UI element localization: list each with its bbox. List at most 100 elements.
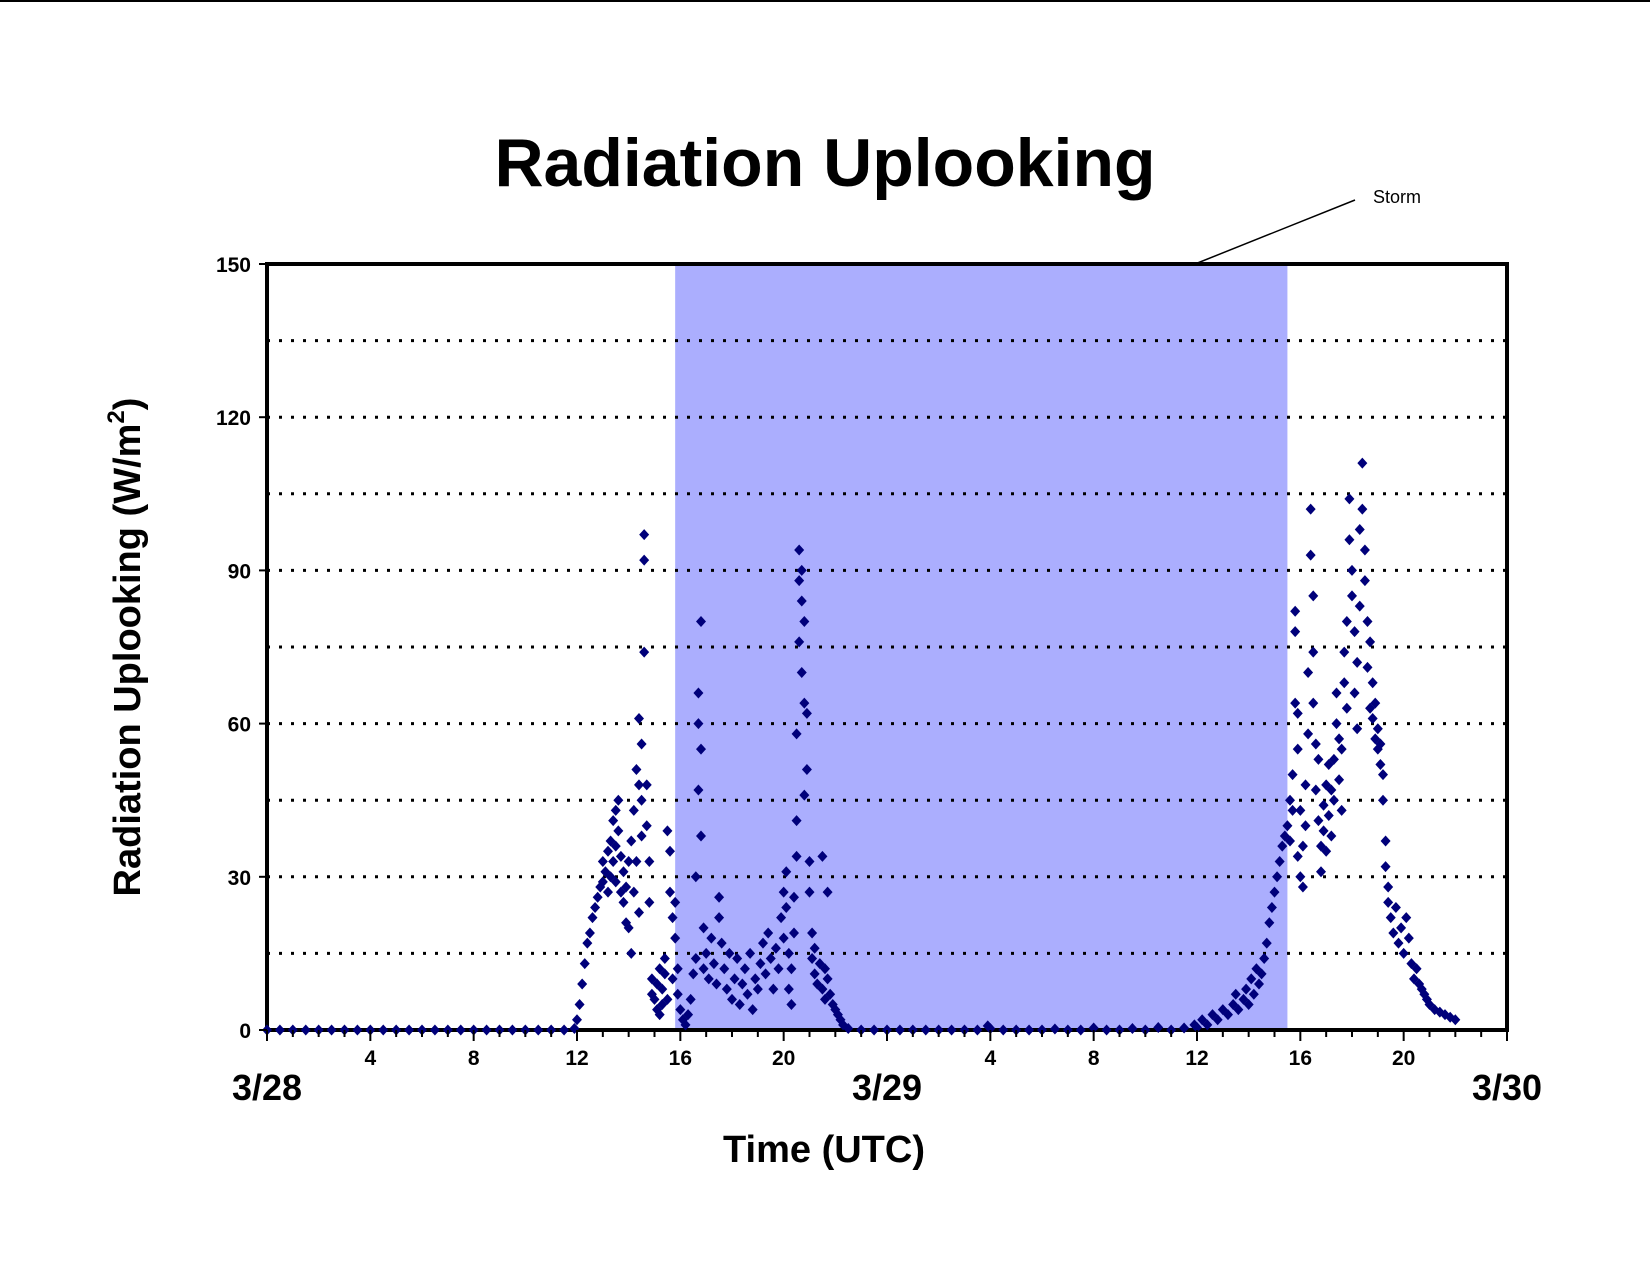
data-point	[768, 983, 779, 995]
data-point	[1179, 1022, 1190, 1034]
data-point	[737, 978, 748, 990]
data-point	[786, 963, 797, 975]
data-point	[786, 998, 797, 1010]
data-point	[1303, 728, 1314, 740]
date-labels: 3/28 3/29 3/30	[232, 1067, 1542, 1108]
data-point	[734, 998, 745, 1010]
data-point	[776, 912, 787, 924]
data-point	[592, 891, 603, 903]
data-point	[1290, 626, 1301, 638]
data-point	[1313, 753, 1324, 765]
data-point	[781, 866, 792, 878]
data-point	[626, 835, 637, 847]
x-tick-label: 4	[364, 1047, 376, 1070]
data-point	[1297, 840, 1308, 852]
data-point	[587, 912, 598, 924]
x-axis-label: Time (UTC)	[723, 1129, 925, 1171]
data-point	[693, 718, 704, 730]
data-point	[688, 968, 699, 980]
data-point	[352, 1024, 363, 1036]
data-point	[745, 947, 756, 959]
data-point	[404, 1024, 415, 1036]
y-axis-label-main: Radiation Uplooking (W/m	[107, 424, 149, 897]
data-point	[1049, 1023, 1060, 1035]
data-point	[729, 973, 740, 985]
data-point	[590, 901, 601, 913]
data-point	[636, 794, 647, 806]
data-point	[765, 953, 776, 965]
x-tick-label: 8	[468, 1047, 480, 1070]
data-point	[1367, 712, 1378, 724]
data-point	[654, 1009, 665, 1021]
data-point	[809, 968, 820, 980]
data-point	[1310, 738, 1321, 750]
data-point	[639, 529, 650, 541]
storm-annotation-label: Storm	[1373, 187, 1421, 207]
data-point	[1259, 953, 1270, 965]
data-point	[378, 1024, 389, 1036]
data-point	[1261, 937, 1272, 949]
data-point	[1202, 1019, 1213, 1031]
data-point	[1357, 503, 1368, 515]
annotation-leader-line	[1194, 199, 1356, 265]
data-point	[1088, 1022, 1099, 1034]
data-point	[1310, 784, 1321, 796]
data-point	[804, 886, 815, 898]
data-point	[582, 937, 593, 949]
data-point	[1362, 615, 1373, 627]
data-point	[778, 886, 789, 898]
data-point	[801, 764, 812, 776]
data-point	[1383, 896, 1394, 908]
data-point	[791, 850, 802, 862]
data-point	[1266, 901, 1277, 913]
data-point	[1344, 493, 1355, 505]
data-point	[708, 958, 719, 970]
data-point	[533, 1024, 544, 1036]
data-point	[719, 963, 730, 975]
data-point	[1398, 947, 1409, 959]
data-point	[1024, 1024, 1035, 1036]
data-point	[998, 1024, 1009, 1036]
data-point	[644, 855, 655, 867]
x-tick-label: 16	[669, 1047, 692, 1070]
gridlines	[267, 339, 1507, 955]
data-point	[1256, 968, 1267, 980]
data-point	[783, 947, 794, 959]
data-point	[1323, 810, 1334, 822]
data-point	[711, 978, 722, 990]
data-point	[610, 876, 621, 888]
data-point	[1303, 667, 1314, 679]
data-point	[481, 1024, 492, 1036]
data-point	[698, 922, 709, 934]
data-point	[1341, 702, 1352, 714]
data-point	[572, 1014, 582, 1026]
data-point	[1272, 871, 1283, 883]
data-point	[559, 1024, 570, 1036]
data-point	[1359, 575, 1370, 587]
data-point	[1318, 799, 1329, 811]
data-point	[685, 993, 696, 1005]
data-point	[1297, 881, 1308, 893]
data-point	[1230, 988, 1241, 1000]
x-tick-label: 20	[772, 1047, 795, 1070]
data-point	[1313, 815, 1324, 827]
data-point	[641, 820, 652, 832]
data-point	[1354, 524, 1365, 536]
data-point	[817, 850, 828, 862]
data-point	[1212, 1014, 1223, 1026]
data-point	[1308, 646, 1319, 658]
data-point	[721, 983, 732, 995]
data-point	[799, 615, 810, 627]
data-point	[1367, 677, 1378, 689]
data-point	[706, 932, 717, 944]
data-point	[584, 927, 595, 939]
data-point	[455, 1024, 466, 1036]
data-point	[716, 937, 727, 949]
data-point	[763, 927, 774, 939]
data-point	[1287, 769, 1298, 781]
data-point	[1357, 457, 1368, 469]
data-point	[1295, 871, 1306, 883]
data-point	[429, 1024, 440, 1036]
y-tick-label: 90	[228, 560, 251, 583]
data-point	[825, 988, 836, 1000]
